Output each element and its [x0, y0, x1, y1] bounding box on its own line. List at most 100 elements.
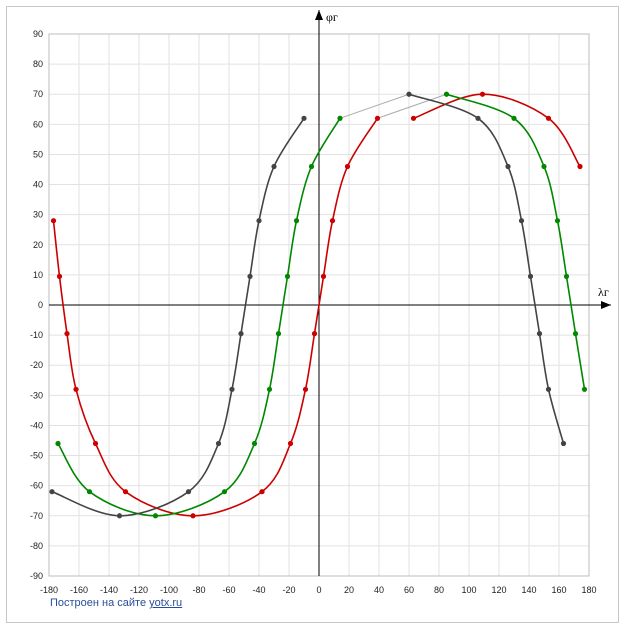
data-point [320, 273, 327, 279]
data-point [311, 331, 318, 337]
data-point [560, 440, 567, 447]
data-point [64, 331, 70, 337]
data-point [554, 218, 561, 224]
x-tick-label: 140 [521, 585, 536, 595]
data-point [49, 489, 55, 495]
data-point [302, 386, 309, 392]
data-point [511, 115, 517, 121]
data-point [229, 386, 235, 392]
x-axis-arrow [601, 301, 611, 309]
data-point [479, 91, 486, 97]
y-axis-arrow [315, 10, 323, 20]
x-tick-label: 180 [581, 585, 596, 595]
x-tick-label: 120 [491, 585, 506, 595]
data-point [256, 218, 262, 224]
data-point [308, 163, 315, 170]
y-tick-label: 40 [33, 180, 43, 190]
y-tick-label: 70 [33, 89, 43, 99]
data-point [443, 91, 450, 97]
data-point [271, 163, 277, 170]
y-tick-label: -20 [30, 360, 43, 370]
data-point [410, 115, 417, 121]
x-tick-label: 40 [374, 585, 384, 595]
x-tick-label: 160 [551, 585, 566, 595]
data-point [518, 218, 525, 224]
series-line [446, 93, 586, 390]
connector-line [339, 93, 410, 119]
x-tick-label: -60 [222, 585, 235, 595]
y-tick-label: 10 [33, 270, 43, 280]
x-tick-label: 60 [404, 585, 414, 595]
credit-line: Построен на сайте yotx.ru [50, 597, 182, 609]
data-point [581, 386, 588, 392]
data-point [577, 163, 583, 170]
y-tick-label: -40 [30, 420, 43, 430]
series-line [51, 117, 305, 517]
y-tick-label: 80 [33, 59, 43, 69]
data-point [92, 440, 99, 447]
x-tick-label: 80 [434, 585, 444, 595]
y-tick-label: 0 [38, 300, 43, 310]
data-point [545, 115, 552, 121]
credit-link[interactable]: yotx.ru [149, 597, 183, 609]
chart-frame [6, 6, 619, 623]
credit-text: Построен на сайте [50, 597, 150, 609]
x-tick-label: -160 [70, 585, 88, 595]
x-tick-label: -80 [192, 585, 205, 595]
y-tick-label: -50 [30, 451, 43, 461]
data-point [293, 218, 300, 224]
series [50, 115, 381, 519]
series [55, 115, 343, 519]
series [49, 115, 307, 519]
y-tick-label: -80 [30, 541, 43, 551]
data-point [247, 273, 253, 279]
data-point [505, 163, 511, 170]
data-point [301, 115, 307, 121]
y-tick-label: 30 [33, 210, 43, 220]
data-point [266, 386, 273, 392]
data-point [152, 513, 159, 519]
data-point [185, 489, 192, 495]
data-point [536, 331, 543, 337]
data-point [221, 489, 228, 495]
series [410, 91, 583, 170]
connector-line [377, 93, 447, 119]
data-point [251, 440, 258, 447]
data-point [374, 115, 381, 121]
data-point [215, 440, 222, 447]
x-tick-label: -20 [282, 585, 295, 595]
data-point [563, 273, 570, 279]
series-line [52, 117, 379, 517]
data-point [56, 273, 63, 279]
data-point [116, 513, 123, 519]
y-tick-label: 90 [33, 29, 43, 39]
series-line [408, 93, 565, 444]
y-tick-label: 50 [33, 149, 43, 159]
data-point [275, 331, 282, 337]
x-tick-label: 20 [344, 585, 354, 595]
series-line [413, 93, 581, 167]
data-point [238, 331, 244, 337]
data-point [572, 331, 579, 337]
y-tick-label: -30 [30, 390, 43, 400]
y-tick-label: 20 [33, 240, 43, 250]
data-point [73, 386, 79, 392]
x-axis-label: λг [598, 285, 609, 299]
data-point [475, 115, 481, 121]
data-point [86, 489, 93, 495]
x-tick-label: 0 [316, 585, 321, 595]
data-point [541, 163, 547, 170]
series [443, 91, 588, 392]
data-point [527, 273, 534, 279]
data-point [284, 273, 291, 279]
x-tick-label: -100 [160, 585, 178, 595]
x-tick-label: -180 [40, 585, 58, 595]
x-tick-label: -40 [252, 585, 265, 595]
series [406, 91, 567, 447]
data-point [545, 386, 552, 392]
x-tick-label: -140 [100, 585, 118, 595]
data-point [406, 91, 412, 97]
data-point [337, 115, 343, 121]
data-point [259, 489, 265, 495]
